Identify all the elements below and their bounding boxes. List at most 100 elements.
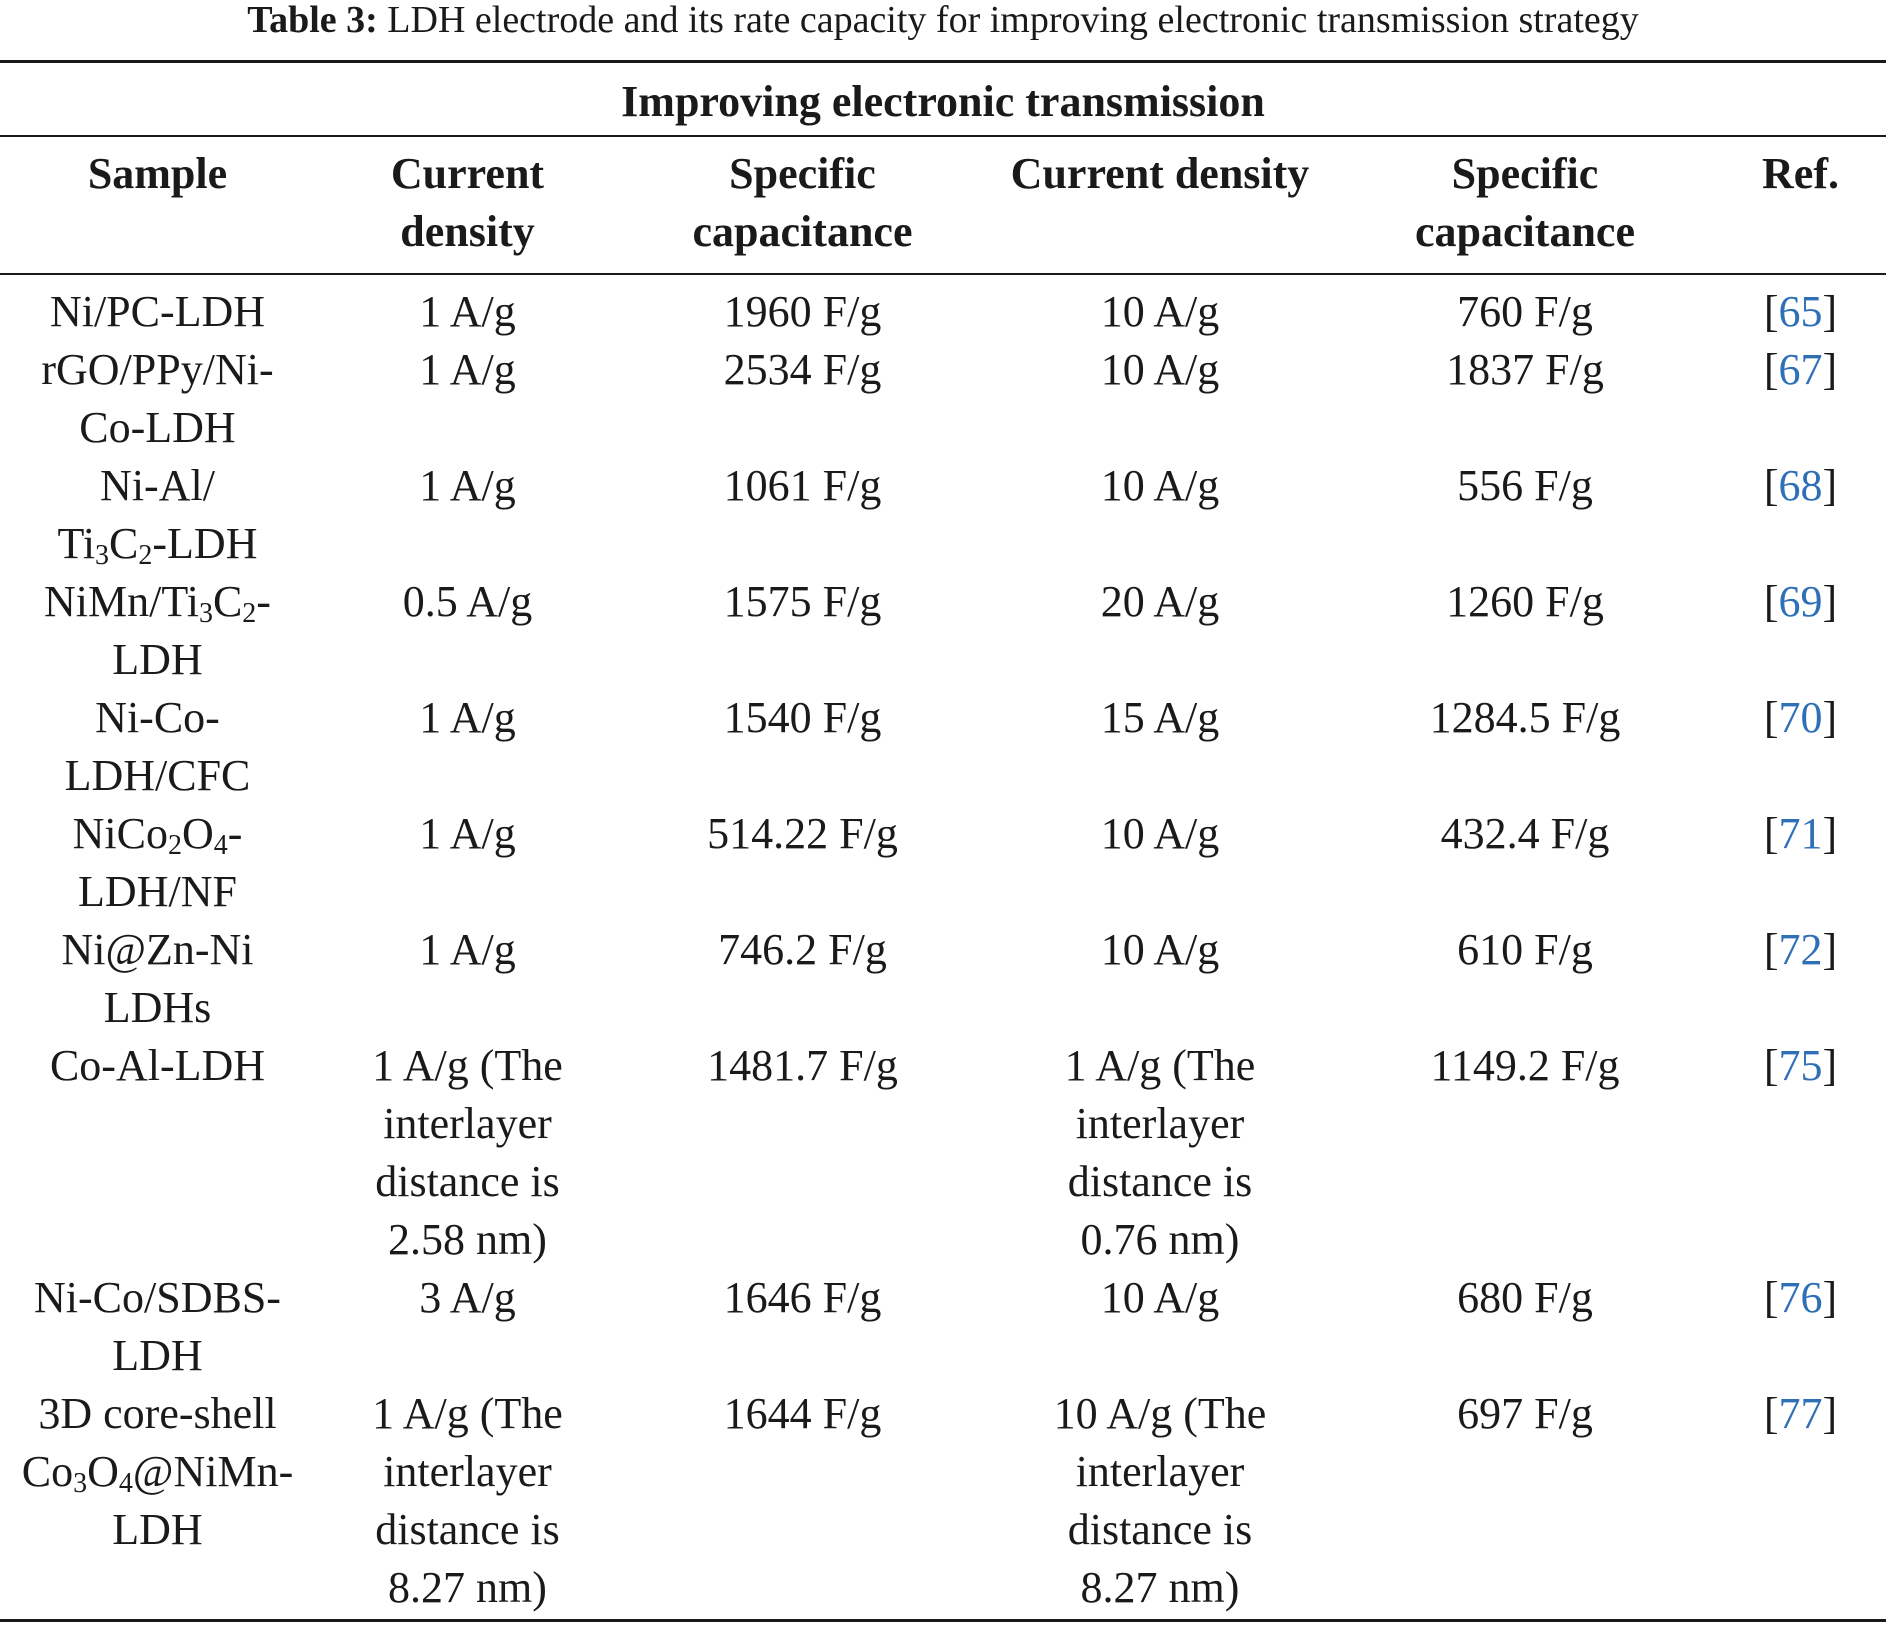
reference-link[interactable]: 72: [1778, 925, 1823, 974]
cell-specific-capacitance-2: 680 F/g: [1457, 1273, 1593, 1322]
cell-line: 10 A/g: [1100, 809, 1220, 858]
reference-link[interactable]: 65: [1778, 287, 1823, 336]
col-header-line: density: [400, 207, 535, 256]
cell-sample: Ni/PC-LDH: [0, 274, 315, 341]
cell-line: Ni@Zn-Ni: [61, 925, 254, 974]
cell-specific-capacitance-1: 514.22 F/g: [707, 809, 898, 858]
col-header-line: capacitance: [692, 207, 913, 256]
reference-link[interactable]: 75: [1778, 1041, 1823, 1090]
cell-line: distance is: [1067, 1505, 1253, 1554]
cell-line: 8.27 nm): [1080, 1563, 1240, 1612]
cell-line: LDH: [112, 1505, 203, 1554]
cell-specific-capacitance-1: 746.2 F/g: [718, 925, 887, 974]
cell-line: 10 A/g: [1100, 287, 1220, 336]
cell-line: 1 A/g: [419, 693, 516, 742]
cell-line: interlayer: [383, 1099, 552, 1148]
col-header-specific-capacitance-2: Specific capacitance: [1335, 136, 1715, 275]
col-header-current-density-1: Current density: [315, 136, 620, 275]
cell-sample: 3D core-shell Co3O4@NiMn- LDH: [0, 1385, 315, 1622]
cell-specific-capacitance-2: 610 F/g: [1457, 925, 1593, 974]
cell-line: 1 A/g: [419, 461, 516, 510]
cell-specific-capacitance-2: 1837 F/g: [1446, 345, 1604, 394]
cell-current-density-2: 10 A/g (The interlayer distance is 8.27 nm): [985, 1385, 1335, 1622]
cell-line: interlayer: [1075, 1099, 1245, 1148]
cell-current-density-2: 15 A/g: [985, 689, 1335, 805]
cell-line: 1 A/g: [419, 925, 516, 974]
table-row: Ni/PC-LDH 1 A/g 1960 F/g 10 A/g 760 F/g [65]: [0, 274, 1886, 341]
cell-specific-capacitance-2: 432.4 F/g: [1440, 809, 1610, 858]
col-header-ref: Ref.: [1715, 136, 1886, 275]
table-row: 3D core-shell Co3O4@NiMn- LDH 1 A/g (The int…: [0, 1385, 1886, 1622]
cell-current-density-2: 20 A/g: [985, 573, 1335, 689]
col-header-line: capacitance: [1415, 207, 1635, 256]
col-header-line: Specific: [1451, 149, 1599, 198]
cell-current-density-2: 10 A/g: [985, 274, 1335, 341]
cell-specific-capacitance-1: 1644 F/g: [620, 1385, 985, 1622]
cell-current-density-1: 0.5 A/g: [315, 573, 620, 689]
cell-line: Ti3C2-LDH: [57, 519, 258, 571]
cell-ref: [75]: [1763, 1041, 1838, 1090]
cell-current-density-2: 10 A/g: [985, 341, 1335, 457]
cell-specific-capacitance-1: 1540 F/g: [723, 693, 882, 742]
cell-line: 10 A/g: [1100, 925, 1220, 974]
cell-specific-capacitance-2: 1149.2 F/g: [1430, 1041, 1620, 1090]
cell-sample: NiCo2O4- LDH/NF: [0, 805, 315, 921]
cell-specific-capacitance-1: 1960 F/g: [723, 287, 882, 336]
cell-line: NiCo2O4-: [72, 809, 243, 861]
cell-line: 1 A/g: [419, 345, 516, 394]
cell-line: 3D core-shell: [38, 1389, 277, 1438]
cell-sample: rGO/PPy/Ni- Co-LDH: [0, 341, 315, 457]
cell-ref: [76]: [1763, 1273, 1838, 1322]
cell-sample: Ni-Co- LDH/CFC: [0, 689, 315, 805]
cell-current-density-1: 1 A/g (The interlayer distance is 2.58 nm): [315, 1037, 620, 1269]
col-header-line: Specific: [729, 149, 876, 198]
cell-sample: NiMn/Ti3C2- LDH: [0, 573, 315, 689]
table-row: Ni-Co/SDBS- LDH 3 A/g 1646 F/g 10 A/g 680 F/g…: [0, 1269, 1886, 1385]
cell-line: 10 A/g (The: [1053, 1389, 1267, 1438]
cell-specific-capacitance-2: 760 F/g: [1457, 287, 1593, 336]
reference-link[interactable]: 77: [1778, 1389, 1823, 1438]
table-body: Ni/PC-LDH 1 A/g 1960 F/g 10 A/g 760 F/g [65] r…: [0, 274, 1886, 1622]
cell-current-density-2: 10 A/g: [985, 921, 1335, 1037]
col-header-line: Current: [390, 149, 545, 198]
cell-line: LDH: [112, 635, 203, 684]
cell-line: Ni/PC-LDH: [49, 287, 266, 336]
cell-line: LDH/CFC: [64, 751, 251, 800]
reference-link[interactable]: 67: [1778, 345, 1823, 394]
cell-line: 10 A/g: [1100, 461, 1220, 510]
cell-line: NiMn/Ti3C2-: [44, 577, 271, 629]
cell-line: LDHs: [103, 983, 212, 1032]
cell-line: Ni-Al/: [100, 461, 215, 510]
cell-current-density-2: 10 A/g: [985, 805, 1335, 921]
table-row: NiCo2O4- LDH/NF 1 A/g 514.22 F/g 10 A/g 432.4…: [0, 805, 1886, 921]
reference-link[interactable]: 76: [1778, 1273, 1823, 1322]
cell-line: Ni-Co/SDBS-: [34, 1273, 281, 1322]
cell-sample: Co-Al-LDH: [0, 1037, 315, 1269]
cell-line: Ni-Co-: [95, 693, 220, 742]
cell-current-density-1: 1 A/g: [315, 921, 620, 1037]
cell-current-density-1: 1 A/g: [315, 689, 620, 805]
cell-specific-capacitance-2: 1284.5 F/g: [1429, 693, 1621, 742]
col-header-specific-capacitance-1: Specific capacitance: [620, 136, 985, 275]
data-table: Improving electronic transmission Sample…: [0, 60, 1886, 1622]
cell-ref: [68]: [1763, 461, 1838, 510]
cell-line: 0.76 nm): [1080, 1215, 1240, 1264]
reference-link[interactable]: 68: [1778, 461, 1823, 510]
cell-current-density-1: 1 A/g: [315, 341, 620, 457]
table-row: Ni-Al/Ti3C2-LDH 1 A/g 1061 F/g 10 A/g 556 F/…: [0, 457, 1886, 573]
cell-specific-capacitance-2: 1260 F/g: [1446, 577, 1604, 626]
reference-link[interactable]: 71: [1778, 809, 1823, 858]
cell-current-density-1: 1 A/g: [315, 274, 620, 341]
reference-link[interactable]: 70: [1778, 693, 1823, 742]
cell-ref: [77]: [1715, 1385, 1886, 1622]
cell-specific-capacitance-1: 1575 F/g: [723, 577, 882, 626]
cell-line: LDH: [112, 1331, 203, 1380]
cell-ref: [67]: [1763, 345, 1838, 394]
cell-ref: [70]: [1763, 693, 1838, 742]
group-header: Improving electronic transmission: [0, 60, 1886, 137]
reference-link[interactable]: 69: [1778, 577, 1823, 626]
cell-line: interlayer: [383, 1447, 552, 1496]
cell-specific-capacitance-1: 1061 F/g: [723, 461, 882, 510]
cell-line: 8.27 nm): [388, 1563, 547, 1612]
col-header-sample: Sample: [0, 136, 315, 275]
